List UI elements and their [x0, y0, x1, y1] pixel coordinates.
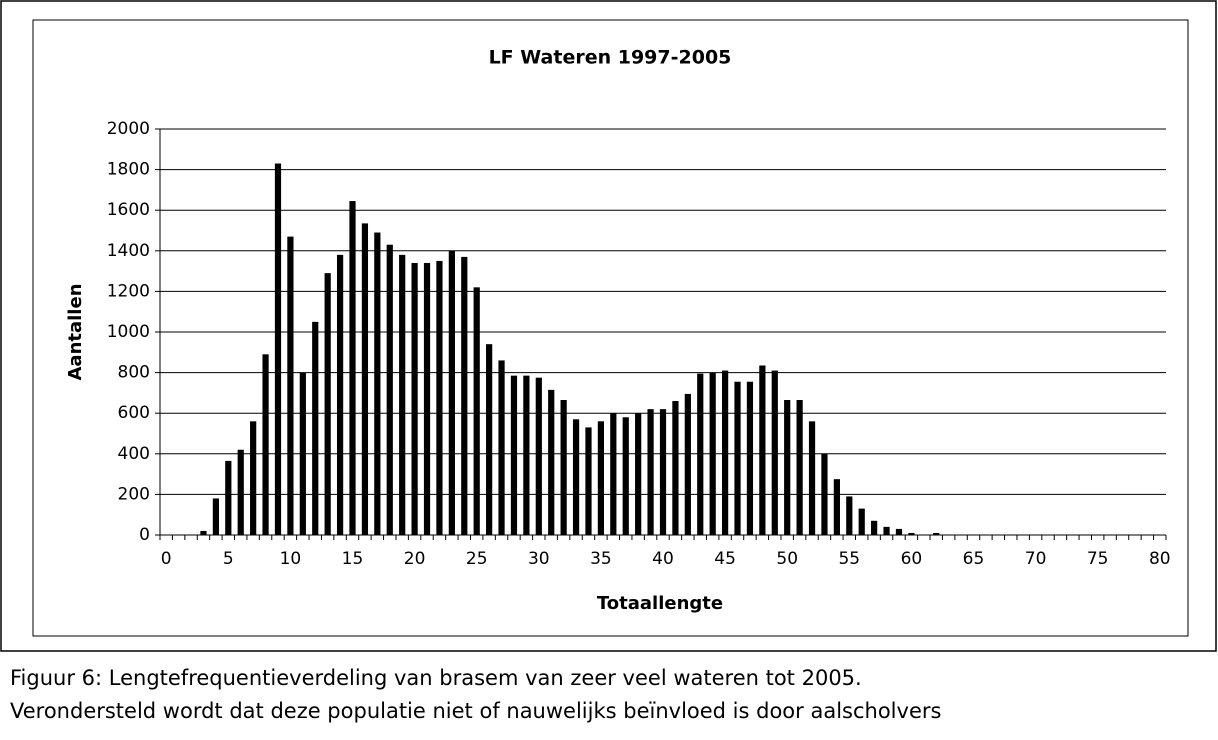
- x-tick-label: 40: [652, 549, 674, 569]
- bar: [858, 508, 865, 535]
- bar: [287, 236, 294, 535]
- bar: [448, 250, 455, 536]
- bar: [225, 460, 232, 535]
- caption-line: Figuur 6: Lengtefrequentieverdeling van …: [10, 666, 862, 690]
- bar: [324, 273, 331, 535]
- x-tick-label: 20: [404, 549, 426, 569]
- x-tick-label: 35: [590, 549, 612, 569]
- bar: [933, 532, 940, 535]
- bar: [746, 381, 754, 535]
- x-tick-label: 45: [714, 549, 736, 569]
- bar: [808, 421, 816, 535]
- y-axis-title: Aantallen: [65, 283, 86, 380]
- x-tick-label: 75: [1087, 549, 1109, 569]
- bar: [399, 254, 406, 536]
- bar: [473, 287, 480, 535]
- bar: [895, 528, 903, 535]
- outer-border: [0, 0, 1217, 652]
- bar: [523, 375, 530, 535]
- x-tick-label: 30: [528, 549, 550, 569]
- bar: [771, 370, 778, 535]
- y-tick-label: 1600: [107, 200, 150, 220]
- x-tick-label: 80: [1149, 549, 1171, 569]
- x-tick-label: 0: [161, 549, 172, 569]
- bar: [436, 260, 443, 535]
- bar: [461, 256, 468, 535]
- x-tick-label: 25: [466, 549, 488, 569]
- y-tick-label: 1800: [107, 160, 150, 180]
- bar: [572, 419, 580, 535]
- bar: [237, 449, 244, 535]
- bar: [386, 244, 393, 535]
- bar: [374, 232, 381, 535]
- bar: [585, 427, 592, 535]
- bar: [684, 393, 691, 535]
- y-tick-label: 800: [118, 363, 150, 383]
- bar: [262, 354, 269, 535]
- bar: [883, 526, 890, 535]
- bar: [784, 400, 791, 535]
- chart-title: LF Wateren 1997-2005: [489, 47, 732, 69]
- bar: [908, 532, 915, 535]
- bar: [871, 520, 878, 535]
- chart-frame: [32, 19, 1189, 637]
- x-tick-label: 5: [223, 549, 234, 569]
- bar: [821, 453, 828, 535]
- bar: [200, 530, 207, 535]
- y-tick-label: 0: [139, 525, 150, 545]
- x-axis-title: Totaallengte: [597, 593, 723, 614]
- bar: [486, 344, 493, 535]
- bar: [734, 381, 741, 535]
- bar: [361, 223, 369, 535]
- bar: [635, 413, 642, 535]
- x-tick-label: 70: [1025, 549, 1047, 569]
- bar: [697, 373, 704, 535]
- bar: [349, 201, 356, 535]
- bar: [274, 163, 282, 535]
- bar: [647, 409, 654, 535]
- bar: [560, 400, 567, 535]
- bar: [411, 262, 418, 535]
- x-tick-label: 60: [901, 549, 923, 569]
- bar: [833, 479, 840, 535]
- bar: [796, 400, 803, 535]
- bar: [709, 372, 716, 535]
- x-tick-label: 10: [280, 549, 302, 569]
- bar: [299, 372, 306, 535]
- bar: [510, 375, 518, 535]
- bar: [250, 421, 257, 535]
- x-tick-label: 55: [838, 549, 860, 569]
- y-tick-label: 1000: [107, 322, 150, 342]
- x-tick-label: 65: [963, 549, 985, 569]
- y-tick-label: 600: [118, 403, 150, 423]
- bar: [721, 370, 729, 535]
- bar: [548, 389, 555, 535]
- bar: [498, 360, 505, 535]
- bar: [212, 498, 219, 535]
- bar: [597, 421, 605, 535]
- y-tick-label: 400: [118, 444, 150, 464]
- bar: [423, 262, 431, 535]
- y-tick-label: 1400: [107, 241, 150, 261]
- x-tick-label: 15: [342, 549, 364, 569]
- y-tick-label: 200: [118, 484, 150, 504]
- bar: [759, 365, 766, 535]
- x-tick-label: 50: [776, 549, 798, 569]
- bar: [659, 409, 667, 535]
- bar: [672, 401, 679, 535]
- caption-line: Verondersteld wordt dat deze populatie n…: [10, 699, 941, 723]
- bar: [846, 496, 853, 535]
- y-tick-label: 2000: [107, 119, 150, 139]
- bar: [622, 417, 629, 535]
- bar: [312, 321, 319, 535]
- y-tick-label: 1200: [107, 281, 150, 301]
- bar: [535, 377, 542, 535]
- bar: [610, 413, 617, 535]
- bar: [336, 254, 344, 536]
